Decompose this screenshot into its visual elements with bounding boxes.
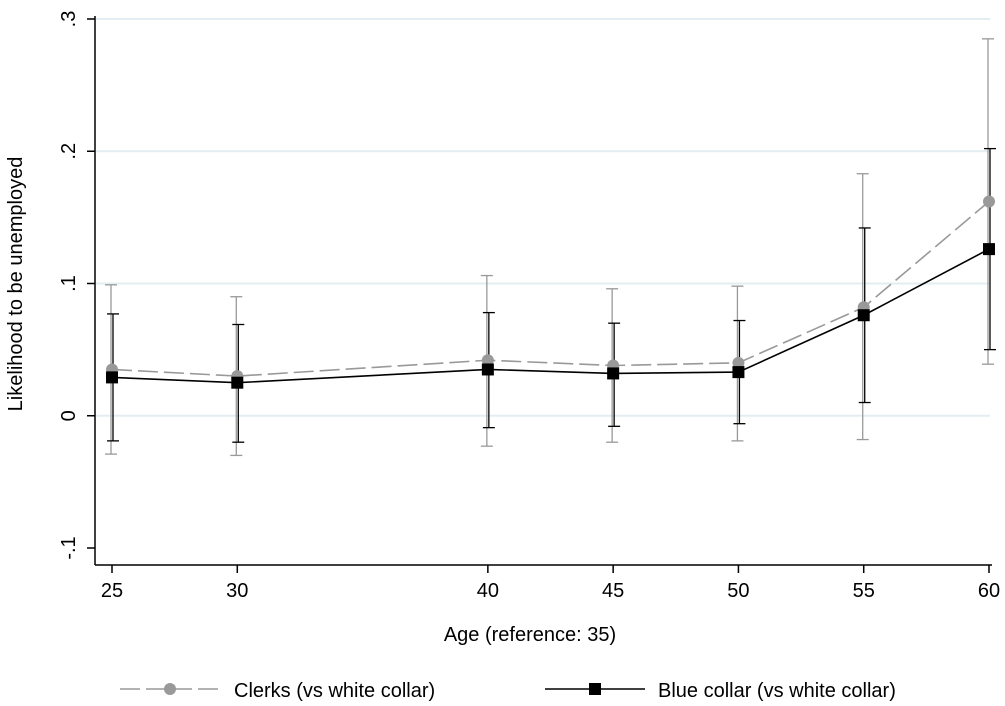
data-point-square [732, 366, 745, 379]
data-point-square [231, 376, 244, 389]
x-tick-label: 45 [602, 580, 624, 602]
legend-label: Blue collar (vs white collar) [658, 680, 896, 702]
series-line [111, 248, 990, 384]
y-axis-title: Likelihood to be unemployed [5, 157, 27, 412]
data-point-square [481, 363, 494, 376]
y-tick-label: .1 [58, 275, 80, 292]
data-point-circle [983, 195, 995, 208]
legend-label: Clerks (vs white collar) [234, 680, 435, 702]
x-tick-label: 30 [226, 580, 248, 602]
data-point-circle [481, 354, 494, 367]
x-tick-label: 60 [978, 580, 1000, 602]
data-point-circle [732, 356, 745, 369]
data-point-square [857, 309, 870, 322]
series-line [111, 200, 990, 377]
series-markers [106, 195, 995, 389]
grid-lines [96, 18, 990, 417]
axes: -.1 0 .1 .2 .3 25 30 40 45 50 55 60 [58, 11, 1000, 602]
x-tick-label: 55 [853, 580, 875, 602]
y-tick-label: -.1 [58, 536, 80, 559]
legend-marker-square [589, 683, 601, 695]
confidence-intervals [105, 38, 996, 457]
data-point-square [983, 243, 995, 256]
series-lines [111, 200, 990, 384]
legend: Clerks (vs white collar) Blue collar (vs … [120, 680, 896, 702]
y-tick-label: 0 [58, 410, 80, 421]
data-point-square [106, 371, 118, 384]
x-axis-title: Age (reference: 35) [444, 624, 616, 646]
x-tick-label: 50 [727, 580, 749, 602]
x-tick-label: 25 [101, 580, 123, 602]
legend-marker-circle [164, 683, 176, 695]
y-tick-label: .2 [58, 143, 80, 160]
y-tick-label: .3 [58, 11, 80, 28]
x-tick-label: 40 [477, 580, 499, 602]
data-point-square [607, 367, 620, 380]
